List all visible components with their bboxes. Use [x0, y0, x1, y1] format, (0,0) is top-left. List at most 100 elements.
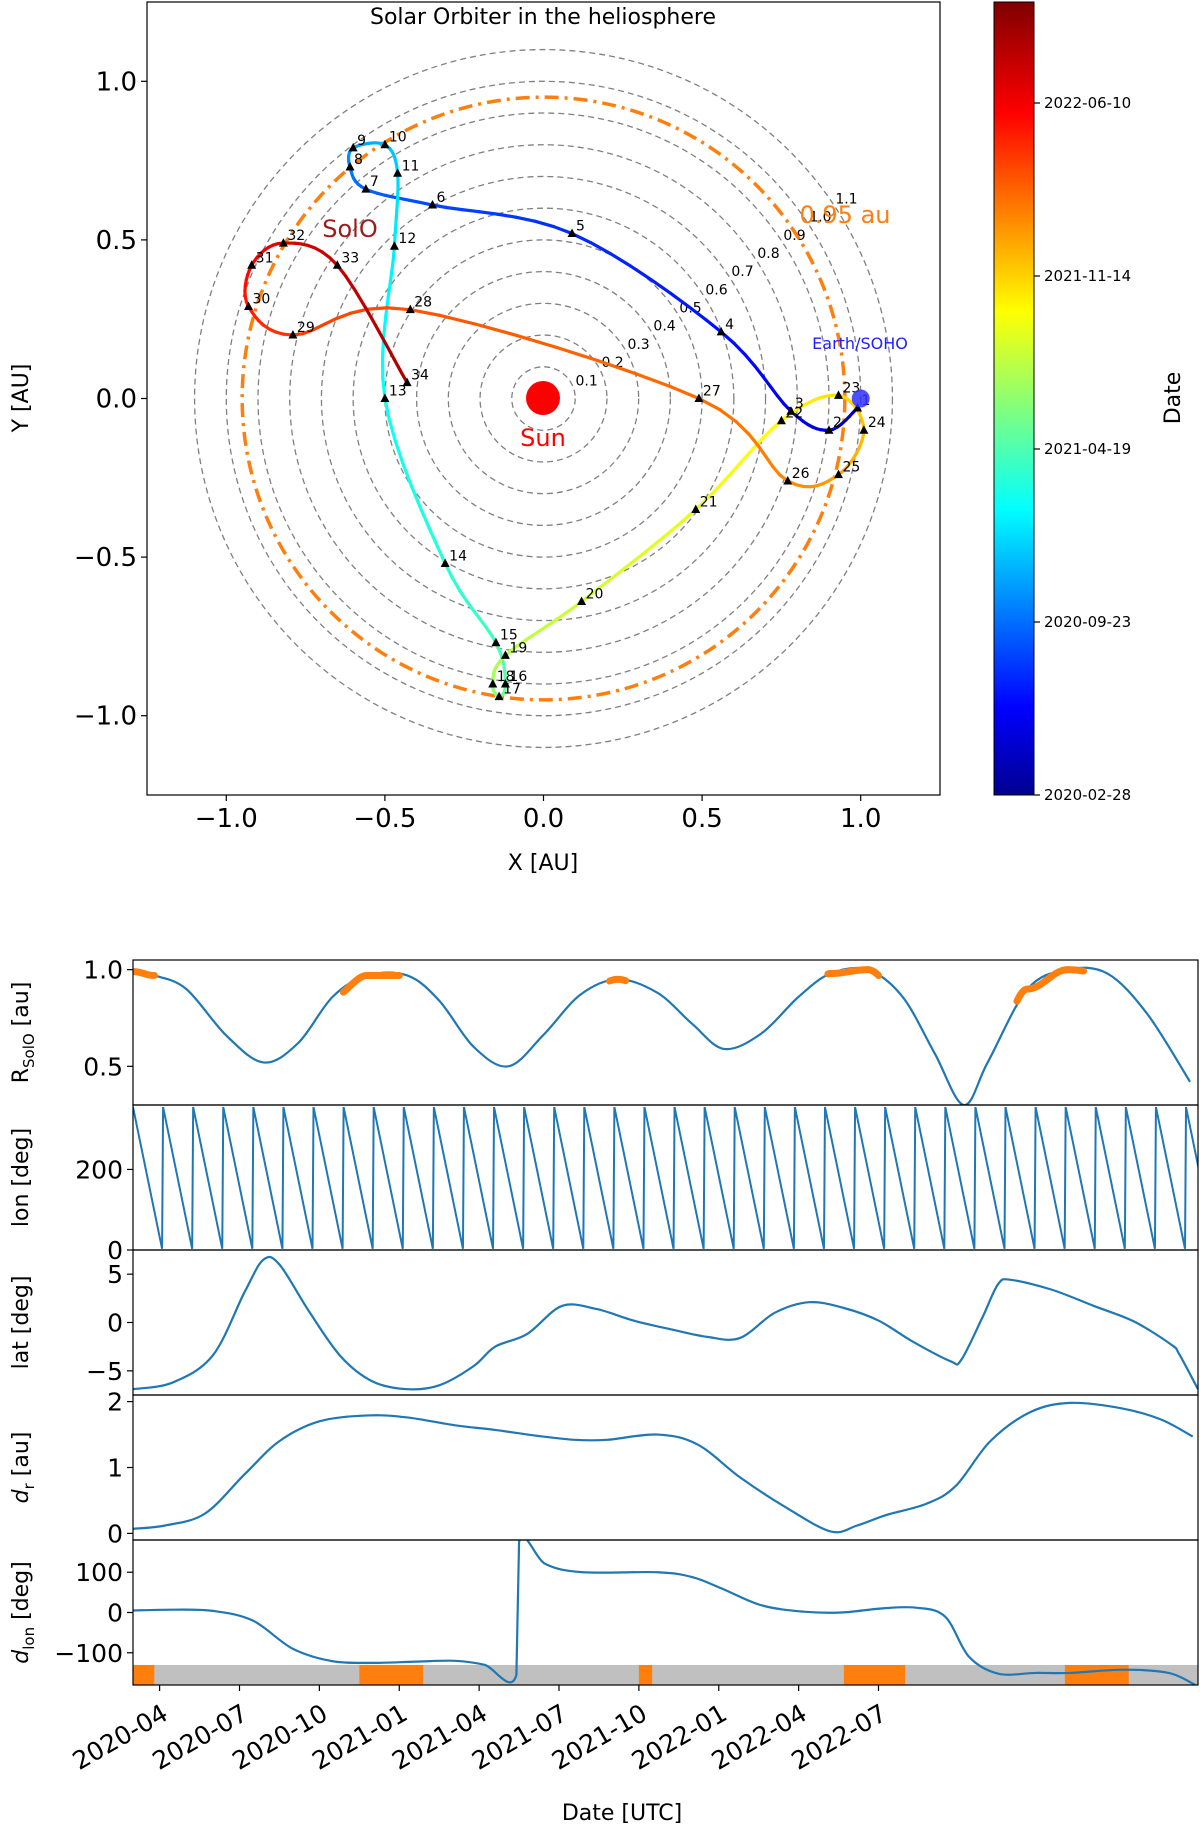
panel-frame — [132, 1104, 1199, 1251]
earth-marker — [851, 389, 870, 408]
orbit-segment — [322, 317, 338, 327]
orbit-marker — [500, 678, 510, 688]
orbit-segment — [408, 308, 442, 317]
orbit-segment — [514, 215, 537, 223]
orbit-marker-label: 30 — [253, 292, 271, 308]
orbit-marker — [393, 168, 403, 177]
orbit-marker — [833, 469, 843, 479]
orbit-segment — [764, 455, 775, 469]
colorbar-tick-label: 2021-04-19 — [1044, 440, 1131, 458]
orbit-segment — [348, 307, 369, 315]
colorbar-tick-label: 2022-06-10 — [1044, 94, 1131, 112]
y-tick-label: 2 — [107, 1388, 123, 1417]
orbit-segment — [535, 624, 550, 635]
x-tick-label: −0.5 — [353, 804, 416, 834]
orbit-marker — [494, 691, 504, 701]
sun-label: Sun — [520, 424, 566, 452]
y-tick-label: 0 — [107, 1519, 123, 1548]
orbit-segment — [589, 241, 613, 256]
highlight-interval — [606, 975, 630, 985]
orbit-segment — [768, 385, 780, 398]
colorbar-tick-label: 2020-02-28 — [1044, 786, 1131, 804]
orbit-marker — [380, 139, 390, 149]
orbit-segment — [418, 505, 431, 530]
orbit-segment — [386, 276, 393, 299]
series-line-R_SolO — [133, 966, 1191, 1105]
orbit-marker — [833, 390, 843, 399]
y-tick-label: −1.0 — [74, 702, 137, 732]
orbit-marker-label: 3 — [795, 396, 804, 412]
orbit-marker-label: 29 — [297, 320, 315, 336]
panel-frame — [132, 1249, 1199, 1396]
orbit-marker — [824, 425, 834, 434]
gray-band — [133, 1665, 1198, 1685]
orbit-segment — [694, 496, 710, 512]
panel-plot-area — [133, 966, 1191, 1105]
orbit-marker — [853, 403, 863, 412]
orbit-segment — [353, 289, 367, 310]
orbit-marker-label: 27 — [703, 384, 721, 400]
distance-circle-label: 0.1 — [575, 373, 597, 389]
orbit-segment — [704, 318, 723, 334]
orbit-segment — [552, 224, 574, 236]
ring-095-label: 0.95 au — [800, 201, 891, 229]
y-tick-label: −100 — [54, 1639, 123, 1668]
orbit-segment — [718, 471, 733, 488]
orbit-segment — [457, 588, 469, 603]
orbit-segment — [389, 259, 395, 281]
orbit-marker — [691, 504, 701, 514]
highlight-interval — [133, 968, 158, 979]
orbit-segment — [444, 205, 464, 212]
distance-circle — [320, 175, 767, 622]
colorbar-gradient — [993, 1, 1035, 796]
date-axis-ticks: 2020-042020-072020-102021-012021-042021-… — [68, 1685, 892, 1776]
highlight-interval — [1013, 966, 1088, 1005]
distance-circle — [415, 270, 672, 527]
x-tick-label: 0.5 — [681, 804, 722, 834]
orbit-marker-label: 19 — [509, 640, 527, 656]
panel-3: −5 0 5 lat [deg] — [9, 1249, 1199, 1396]
distance-circle-label: 0.9 — [783, 228, 805, 244]
orbit-segment — [771, 465, 782, 477]
orbit-segment — [592, 579, 610, 594]
date-xlabel: Date [UTC] — [562, 1801, 682, 1826]
orbit-marker-label: 34 — [411, 368, 429, 384]
x-tick-label: 1.0 — [840, 804, 881, 834]
y-tick-label: 1 — [107, 1454, 123, 1483]
orbit-segment — [383, 341, 396, 361]
panel-plot-area — [133, 1106, 1198, 1249]
distance-circle-label: 0.7 — [731, 264, 753, 280]
orbit-segment — [385, 306, 412, 312]
orbit-marker-label: 12 — [398, 231, 416, 247]
orbit-segment — [621, 556, 640, 572]
orbit-marker — [332, 260, 342, 269]
orbit-marker-label: 18 — [497, 669, 515, 685]
orange-band — [133, 1665, 155, 1685]
colorbar: 2020-02-28 2020-09-23 2021-04-19 2021-11-14… — [993, 1, 1186, 804]
distance-circle — [479, 334, 608, 463]
orbit-segment — [636, 543, 655, 560]
orbit-segment — [756, 444, 768, 459]
panel-ylabel: lat [deg] — [9, 1276, 34, 1370]
orbit-segment — [334, 311, 353, 321]
distance-circle-label: 0.8 — [757, 246, 779, 262]
orbit-segment — [473, 322, 517, 337]
panel-ylabel: dlon [deg] — [9, 1561, 38, 1663]
orbit-segment — [513, 333, 558, 349]
y-tick-label: −0.5 — [74, 543, 137, 573]
orbit-marker — [389, 241, 399, 250]
distance-circle — [289, 144, 798, 653]
orbit-segment — [533, 219, 556, 229]
orbit-segment — [436, 545, 447, 566]
panel-1: 0.5 1.0 RSolO [au] — [9, 956, 1199, 1106]
orbit-marker-label: 5 — [576, 219, 585, 235]
orbit-segment — [746, 432, 760, 448]
orbit-segment — [394, 209, 399, 223]
panel-2: 0 200 lon [deg] — [9, 1104, 1199, 1265]
orbit-marker — [694, 393, 704, 402]
orbit-marker — [244, 301, 254, 311]
orbit-marker-label: 32 — [287, 228, 305, 244]
orbit-marker — [716, 326, 726, 336]
